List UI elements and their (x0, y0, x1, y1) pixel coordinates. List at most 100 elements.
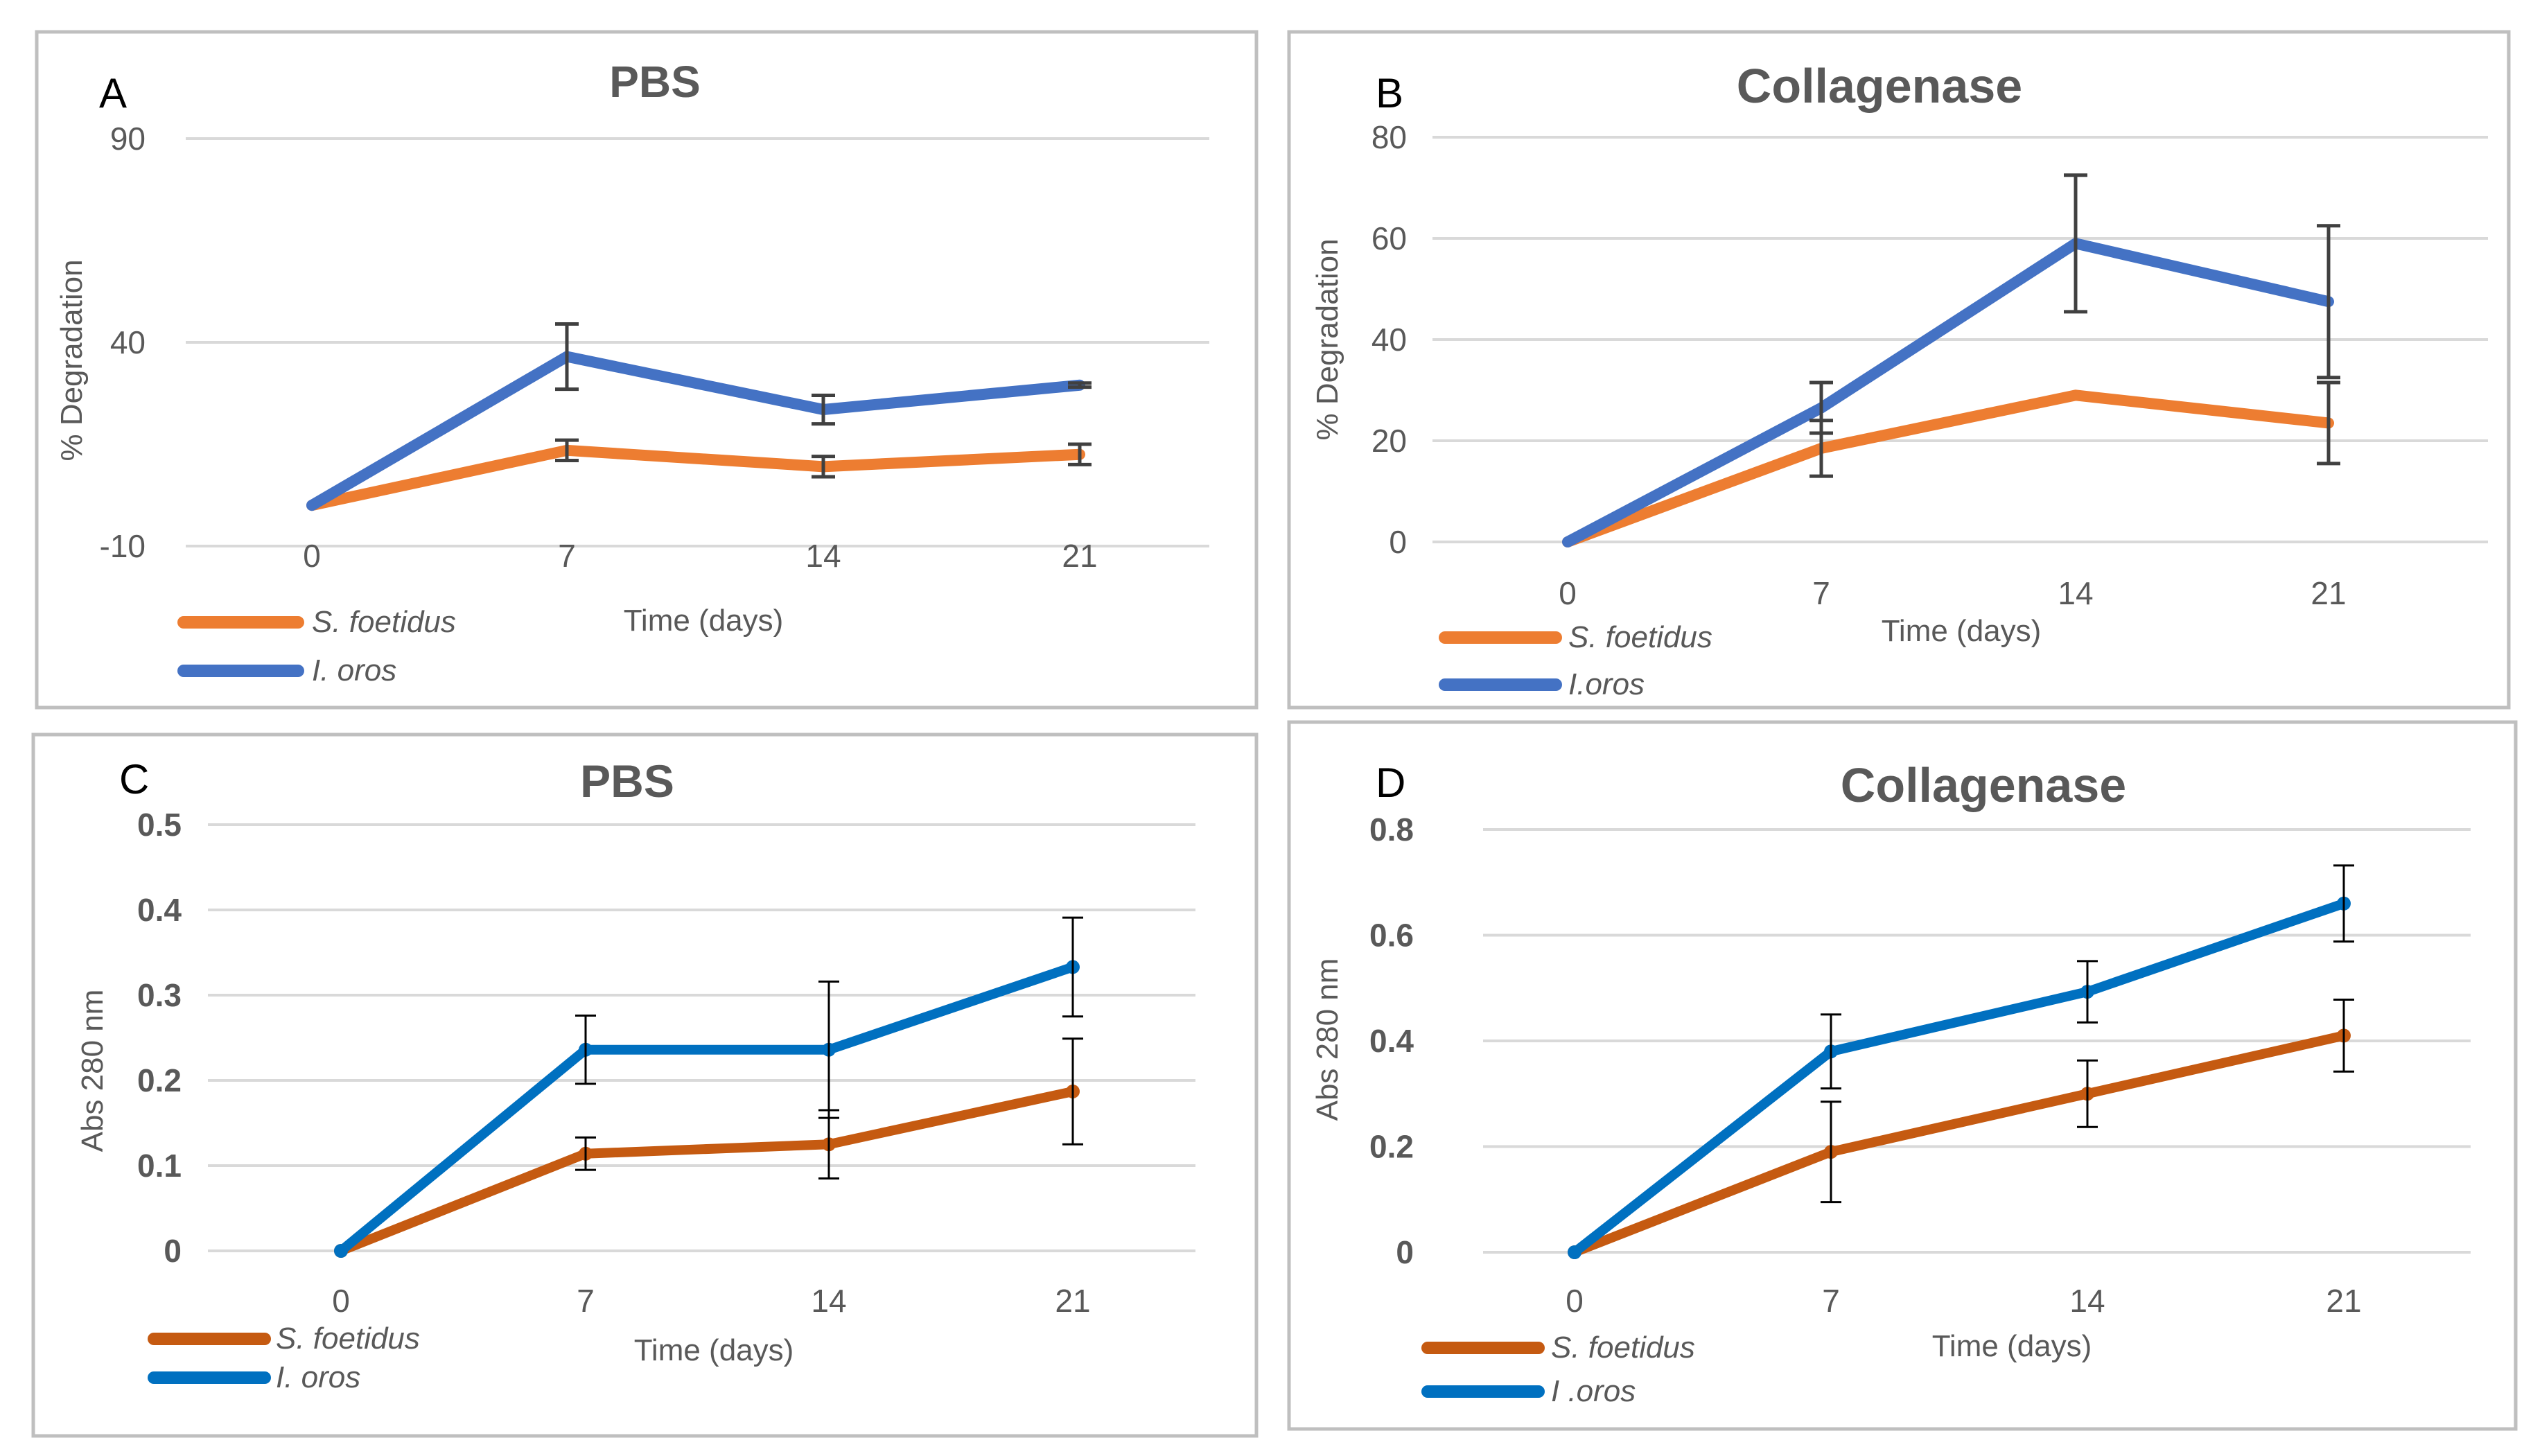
panel-a-title: PBS (609, 57, 701, 107)
x-tick-b-3: 21 (2311, 575, 2346, 611)
series-line-a-1 (306, 351, 1085, 511)
error-bar-c-0-1 (575, 1136, 596, 1171)
y-tick-d-2: 0.4 (1369, 1023, 1414, 1059)
x-tick-d-2: 14 (2069, 1283, 2105, 1319)
x-tick-b-0: 0 (1559, 575, 1577, 611)
x-tick-c-3: 21 (1055, 1283, 1090, 1319)
error-bar-b-1-3 (2317, 224, 2340, 380)
error-bar-b-1-1 (1809, 380, 1833, 435)
panel-b-frame (1287, 30, 2511, 710)
panel-b-ylabel: % Degradation (1311, 238, 1344, 440)
error-bar-d-1-2 (2077, 960, 2098, 1024)
panel-c-frame (31, 733, 1259, 1438)
y-tick-b-2: 40 (1371, 322, 1407, 358)
error-bar-a-1-1 (555, 322, 579, 392)
x-tick-c-1: 7 (577, 1283, 595, 1319)
error-bar-a-1-2 (812, 393, 835, 426)
error-bar-a-1-3 (1068, 381, 1092, 389)
series-line-a-0 (306, 444, 1085, 511)
x-tick-c-2: 14 (811, 1283, 846, 1319)
error-bar-d-0-2 (2077, 1059, 2098, 1128)
series-line-c-1 (336, 962, 1078, 1256)
error-bar-c-0-3 (1062, 1037, 1083, 1146)
y-tick-a-2: 90 (110, 121, 146, 157)
panel-b-xlabel: Time (days) (1882, 614, 2042, 648)
series-line-b-0 (1562, 389, 2334, 547)
panel-a-plot: -10 40 90 0 7 14 21 (100, 121, 1209, 574)
panel-a: A PBS % Degradation Time (days) -10 40 90 0… (35, 30, 1259, 710)
series-line-d-0 (1570, 1030, 2349, 1257)
series-line-b-1 (1562, 238, 2334, 547)
legend-label-i-oros-d: I .oros (1551, 1374, 1636, 1408)
error-bar-d-0-1 (1821, 1100, 1841, 1204)
y-tick-d-4: 0.8 (1369, 812, 1414, 848)
legend-label-i-oros-c: I. oros (276, 1360, 360, 1394)
x-tick-a-2: 14 (805, 538, 841, 574)
y-tick-b-4: 80 (1371, 119, 1407, 155)
legend-label-s-foetidus-d: S. foetidus (1551, 1331, 1695, 1365)
panel-a-letter: A (99, 70, 127, 116)
y-tick-d-1: 0.2 (1369, 1129, 1414, 1165)
point-d-1-0 (1568, 1245, 1581, 1259)
legend-label-i-oros-b: I.oros (1568, 667, 1645, 701)
panel-c-xlabel: Time (days) (634, 1333, 794, 1367)
x-tick-d-0: 0 (1566, 1283, 1584, 1319)
y-tick-c-3: 0.3 (137, 977, 182, 1013)
y-tick-b-0: 0 (1389, 524, 1407, 560)
panel-d-ylabel: Abs 280 nm (1311, 958, 1344, 1121)
panel-b-plot: 0 20 40 60 80 0 7 14 21 (1371, 119, 2488, 611)
y-tick-d-3: 0.6 (1369, 918, 1414, 954)
legend-label-s-foetidus-a: S. foetidus (312, 605, 456, 639)
panel-d-letter: D (1376, 760, 1405, 806)
panel-a-ylabel: % Degradation (55, 259, 89, 461)
panel-b-title: Collagenase (1737, 59, 2022, 113)
error-bar-a-0-1 (555, 438, 579, 463)
x-tick-c-0: 0 (332, 1283, 350, 1319)
panel-c-plot: 0 0.1 0.2 0.3 0.4 0.5 0 7 14 21 (137, 807, 1195, 1319)
error-bar-a-0-2 (812, 455, 835, 479)
panel-d-title: Collagenase (1841, 758, 2126, 812)
x-tick-a-3: 21 (1062, 538, 1097, 574)
error-bar-d-1-3 (2333, 864, 2354, 943)
y-tick-a-0: -10 (100, 528, 146, 564)
panel-c: C PBS Abs 280 nm Time (days) 00.10.20.30… (31, 733, 1259, 1438)
error-bar-a-0-3 (1068, 442, 1092, 466)
error-bar-c-1-3 (1062, 916, 1083, 1018)
panel-b-letter: B (1376, 70, 1403, 116)
legend-label-s-foetidus-c: S. foetidus (276, 1322, 420, 1356)
legend-label-s-foetidus-b: S. foetidus (1568, 620, 1712, 654)
panel-b: B Collagenase % Degradation Time (days) … (1287, 30, 2511, 710)
error-bar-c-1-2 (818, 980, 839, 1119)
error-bar-b-1-2 (2064, 173, 2087, 314)
error-bar-b-0-3 (2317, 380, 2340, 466)
y-tick-c-5: 0.5 (137, 807, 182, 843)
y-tick-c-4: 0.4 (137, 892, 182, 928)
x-tick-a-0: 0 (303, 538, 321, 574)
series-line-d-1 (1570, 898, 2349, 1257)
x-tick-b-2: 14 (2058, 575, 2093, 611)
point-c-1-0 (334, 1244, 348, 1258)
error-bar-c-1-1 (575, 1015, 596, 1085)
panel-d-plot: 0 0.2 0.4 0.6 0.8 0 7 14 21 (1369, 812, 2471, 1319)
y-tick-a-1: 40 (110, 324, 146, 360)
y-tick-d-0: 0 (1396, 1234, 1414, 1270)
y-tick-c-0: 0 (164, 1233, 182, 1269)
series-line-c-0 (336, 1086, 1078, 1256)
legend-label-i-oros-a: I. oros (312, 654, 396, 687)
panel-a-xlabel: Time (days) (624, 604, 784, 638)
x-tick-a-1: 7 (558, 538, 576, 574)
error-bar-d-0-3 (2333, 999, 2354, 1073)
error-bar-d-1-1 (1821, 1013, 1841, 1090)
panel-d-xlabel: Time (days) (1932, 1329, 2092, 1363)
panel-c-letter: C (119, 756, 149, 802)
y-tick-b-1: 20 (1371, 423, 1407, 459)
y-tick-c-2: 0.2 (137, 1062, 182, 1098)
panel-c-ylabel: Abs 280 nm (76, 990, 109, 1152)
x-tick-d-1: 7 (1822, 1283, 1840, 1319)
panel-d: D Collagenase Abs 280 nm Time (days) 0 0.… (1287, 720, 2518, 1431)
y-tick-b-3: 60 (1371, 220, 1407, 256)
x-tick-d-3: 21 (2326, 1283, 2361, 1319)
y-tick-c-1: 0.1 (137, 1148, 182, 1184)
panel-d-frame (1287, 720, 2518, 1431)
